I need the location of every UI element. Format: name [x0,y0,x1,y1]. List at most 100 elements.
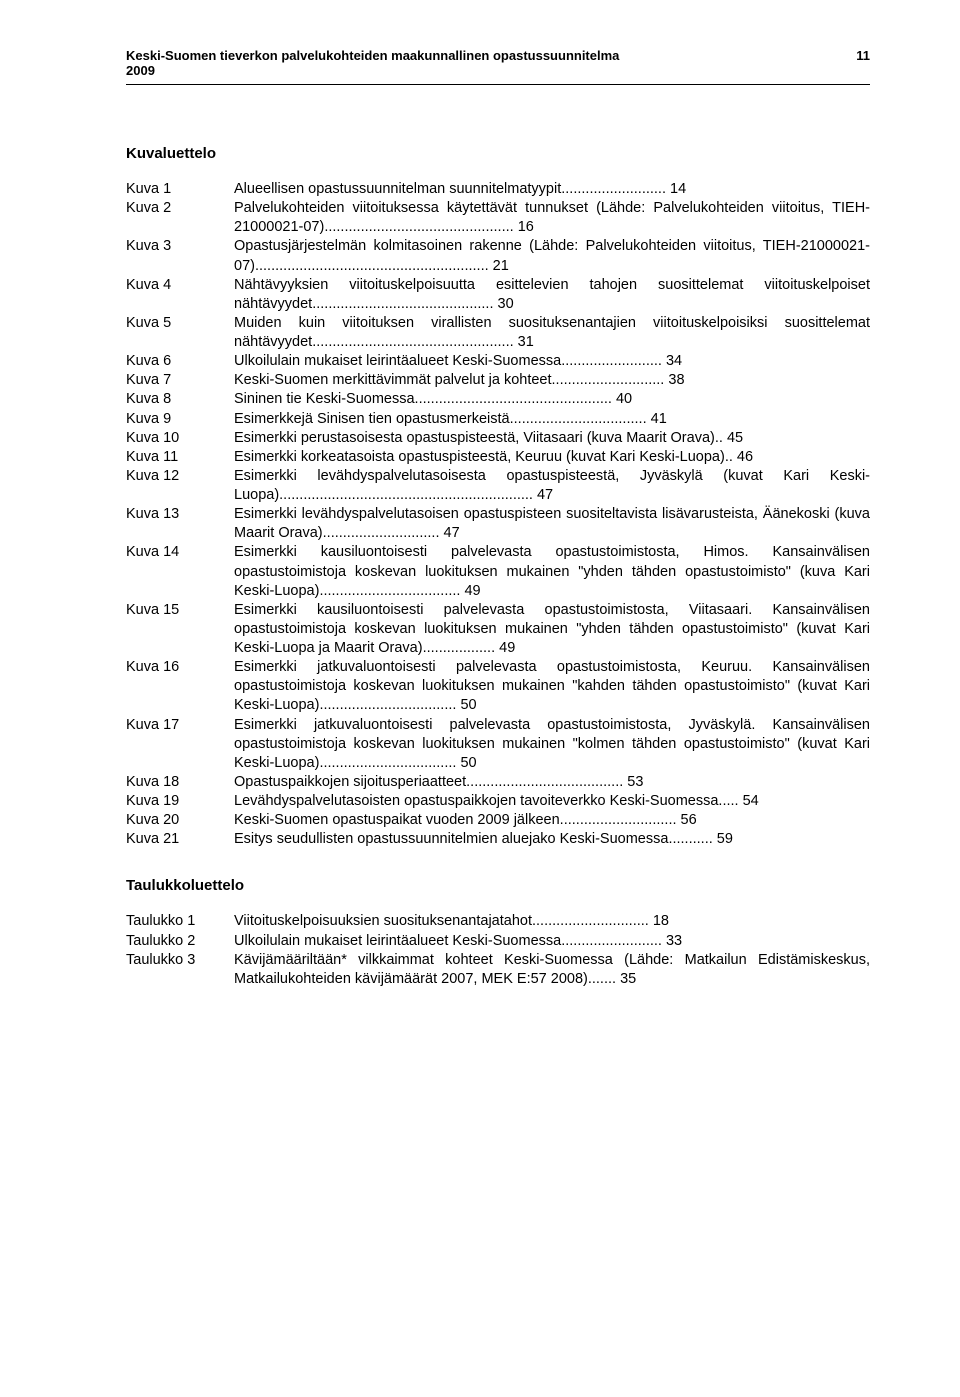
toc-entry-tail: ........................................… [255,258,509,274]
toc-entry-page: 49 [499,640,515,656]
toc-entry-text: Opastuspaikkojen sijoitusperiaatteet [234,774,466,790]
toc-entry-page: 34 [666,353,682,369]
toc-entry: Kuva 12Esimerkki levähdyspalvelutasoises… [126,467,870,505]
toc-entry-label: Kuva 20 [126,811,234,830]
toc-entry: Kuva 14Esimerkki kausiluontoisesti palve… [126,543,870,600]
toc-entry-text: Ulkoilulain mukaiset leirintäalueet Kesk… [234,353,561,369]
toc-entry-tail: .......................... 14 [561,181,686,197]
toc-entry-description: Levähdyspalvelutasoisten opastuspaikkoje… [234,792,870,811]
toc-entry-text: Esitys seudullisten opastussuunnitelmien… [234,831,668,847]
toc-entry-page: 50 [460,697,476,713]
toc-entry-description: Esimerkki levähdyspalvelutasoisen opastu… [234,505,870,543]
toc-entry-tail: ..... 54 [718,793,758,809]
toc-entry-description: Palvelukohteiden viitoituksessa käytettä… [234,199,870,237]
toc-entry-description: Opastusjärjestelmän kolmitasoinen rakenn… [234,237,870,275]
toc-entry-text: Alueellisen opastussuunnitelman suunnite… [234,181,561,197]
toc-entry-page: 21 [493,258,509,274]
toc-entry: Taulukko 2Ulkoilulain mukaiset leirintäa… [126,932,870,951]
toc-entry: Kuva 13Esimerkki levähdyspalvelutasoisen… [126,505,870,543]
toc-entry-description: Ulkoilulain mukaiset leirintäalueet Kesk… [234,352,870,371]
toc-entry-page: 33 [666,933,682,949]
toc-entry-label: Kuva 5 [126,314,234,352]
toc-entry-description: Muiden kuin viitoituksen virallisten suo… [234,314,870,352]
toc-entry: Kuva 20Keski-Suomen opastuspaikat vuoden… [126,811,870,830]
toc-entry-tail: ........................................… [312,296,513,312]
toc-entry: Taulukko 3Kävijämääriltään* vilkkaimmat … [126,951,870,989]
header-title-line1: Keski-Suomen tieverkon palvelukohteiden … [126,48,619,63]
header-divider [126,84,870,85]
toc-entry-label: Kuva 9 [126,410,234,429]
toc-entry-tail: ........................................… [279,487,553,503]
header-page-number: 11 [832,48,870,78]
toc-entry-description: Esimerkki levähdyspalvelutasoisesta opas… [234,467,870,505]
toc-entry-description: Keski-Suomen merkittävimmät palvelut ja … [234,371,870,390]
toc-entry-label: Kuva 7 [126,371,234,390]
toc-entry-page: 59 [717,831,733,847]
page-header: Keski-Suomen tieverkon palvelukohteiden … [126,48,870,84]
toc-entry-description: Esitys seudullisten opastussuunnitelmien… [234,830,870,849]
toc-entry-page: 41 [651,411,667,427]
toc-entry: Kuva 10Esimerkki perustasoisesta opastus… [126,429,870,448]
toc-entry-text: Viitoituskelpoisuuksien suosituksenantaj… [234,913,532,929]
toc-entry: Kuva 15Esimerkki kausiluontoisesti palve… [126,601,870,658]
toc-entry-label: Kuva 2 [126,199,234,237]
toc-entry-page: 56 [681,812,697,828]
toc-entry-page: 47 [444,525,460,541]
toc-entry: Taulukko 1Viitoituskelpoisuuksien suosit… [126,912,870,931]
toc-entry-description: Viitoituskelpoisuuksien suosituksenantaj… [234,912,870,931]
toc-entry: Kuva 7Keski-Suomen merkittävimmät palvel… [126,371,870,390]
toc-entry-label: Kuva 17 [126,716,234,773]
toc-entry-text: Esimerkki perustasoisesta opastuspistees… [234,430,715,446]
toc-entry-description: Esimerkki kausiluontoisesti palvelevasta… [234,543,870,600]
toc-entry-label: Kuva 15 [126,601,234,658]
toc-entry-description: Ulkoilulain mukaiset leirintäalueet Kesk… [234,932,870,951]
toc-entry-tail: .. 46 [725,449,753,465]
toc-entry-text: Keski-Suomen merkittävimmät palvelut ja … [234,372,552,388]
toc-entry-tail: ............................ 38 [552,372,685,388]
toc-entry-tail: ....................................... … [466,774,643,790]
toc-entry-tail: ................................... 49 [319,583,480,599]
toc-entry-tail: ......................... 34 [561,353,682,369]
toc-entry: Kuva 16Esimerkki jatkuvaluontoisesti pal… [126,658,870,715]
toc-entry: Kuva 1Alueellisen opastussuunnitelman su… [126,180,870,199]
toc-entry-description: Esimerkki korkeatasoista opastuspisteest… [234,448,870,467]
toc-entry-tail: ............................. 47 [323,525,460,541]
toc-entry: Kuva 11Esimerkki korkeatasoista opastusp… [126,448,870,467]
toc-entry-tail: ........................................… [312,334,534,350]
toc-entry-description: Nähtävyyksien viitoituskelpoisuutta esit… [234,276,870,314]
toc-entry: Kuva 6Ulkoilulain mukaiset leirintäaluee… [126,352,870,371]
toc-entry-page: 45 [727,430,743,446]
toc-entry-label: Kuva 12 [126,467,234,505]
toc-entry-description: Esimerkki kausiluontoisesti palvelevasta… [234,601,870,658]
toc-entry-tail: ........................................… [324,219,534,235]
toc-entry-label: Kuva 10 [126,429,234,448]
toc-entry: Kuva 3Opastusjärjestelmän kolmitasoinen … [126,237,870,275]
toc-entry-text: Keski-Suomen opastuspaikat vuoden 2009 j… [234,812,560,828]
toc-entry-description: Esimerkkejä Sinisen tien opastusmerkeist… [234,410,870,429]
toc-entry-description: Opastuspaikkojen sijoitusperiaatteet....… [234,773,870,792]
toc-entry-label: Kuva 11 [126,448,234,467]
toc-entry: Kuva 5Muiden kuin viitoituksen virallist… [126,314,870,352]
toc-entry: Kuva 4Nähtävyyksien viitoituskelpoisuutt… [126,276,870,314]
toc-entry-tail: .. 45 [715,430,743,446]
toc-entry-text: Esimerkkejä Sinisen tien opastusmerkeist… [234,411,510,427]
toc-entry-text: Esimerkki korkeatasoista opastuspisteest… [234,449,725,465]
toc-entry-text: Ulkoilulain mukaiset leirintäalueet Kesk… [234,933,561,949]
toc-entry-tail: ............................. 56 [560,812,697,828]
toc-entry-label: Kuva 16 [126,658,234,715]
toc-entry-page: 16 [518,219,534,235]
toc-entry-page: 54 [743,793,759,809]
toc-entry-label: Kuva 18 [126,773,234,792]
header-title: Keski-Suomen tieverkon palvelukohteiden … [126,48,832,78]
toc-entry-label: Taulukko 3 [126,951,234,989]
toc-entry: Kuva 21Esitys seudullisten opastussuunni… [126,830,870,849]
toc-entry-tail: ....... 35 [588,971,636,987]
toc-entry-description: Esimerkki perustasoisesta opastuspistees… [234,429,870,448]
toc-entry-label: Kuva 19 [126,792,234,811]
toc-entry: Kuva 8Sininen tie Keski-Suomessa........… [126,390,870,409]
kuvaluettelo-title: Kuvaluettelo [126,145,870,162]
toc-entry-tail: .................................. 50 [319,755,476,771]
toc-entry: Kuva 2Palvelukohteiden viitoituksessa kä… [126,199,870,237]
toc-entry-page: 31 [518,334,534,350]
toc-entry-label: Kuva 14 [126,543,234,600]
